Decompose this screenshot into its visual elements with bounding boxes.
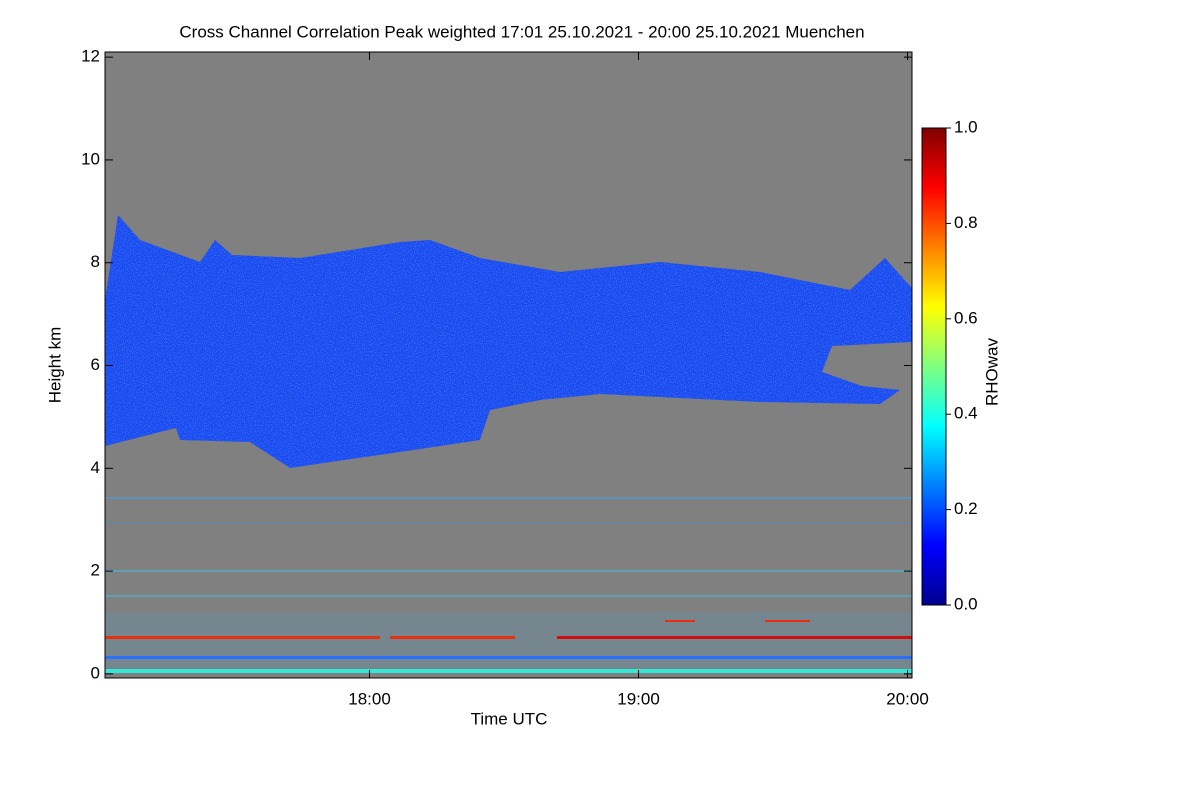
x-tick-label: 20:00 [886, 689, 929, 708]
chart-title: Cross Channel Correlation Peak weighted … [179, 22, 864, 41]
colorbar-tick-label: 0.8 [954, 213, 978, 232]
colorbar-tick-label: 1.0 [954, 117, 978, 136]
low-level-returns [105, 497, 912, 673]
plot-frame [104, 51, 913, 679]
colorbar-tick-label: 0.2 [954, 499, 978, 518]
y-tick-label: 12 [81, 47, 100, 66]
plot-image [104, 51, 913, 679]
colorbar-tick-label: 0.6 [954, 308, 978, 327]
x-tick-label: 18:00 [348, 689, 391, 708]
y-axis-label: Height km [45, 327, 64, 404]
colorbar-tick-label: 0.0 [954, 594, 978, 613]
cloud-texture [105, 215, 912, 468]
colorbar-tick-label: 0.4 [954, 404, 978, 423]
y-tick-label: 4 [91, 458, 100, 477]
colorbar-label: RHOwav [982, 337, 1001, 406]
x-tick-label: 19:00 [617, 689, 660, 708]
y-tick-label: 0 [91, 663, 100, 682]
y-tick-label: 10 [81, 149, 100, 168]
y-tick-label: 2 [91, 561, 100, 580]
y-tick-label: 8 [91, 252, 100, 271]
x-axis-label: Time UTC [471, 709, 548, 728]
y-tick-label: 6 [91, 355, 100, 374]
colorbar [921, 127, 947, 606]
